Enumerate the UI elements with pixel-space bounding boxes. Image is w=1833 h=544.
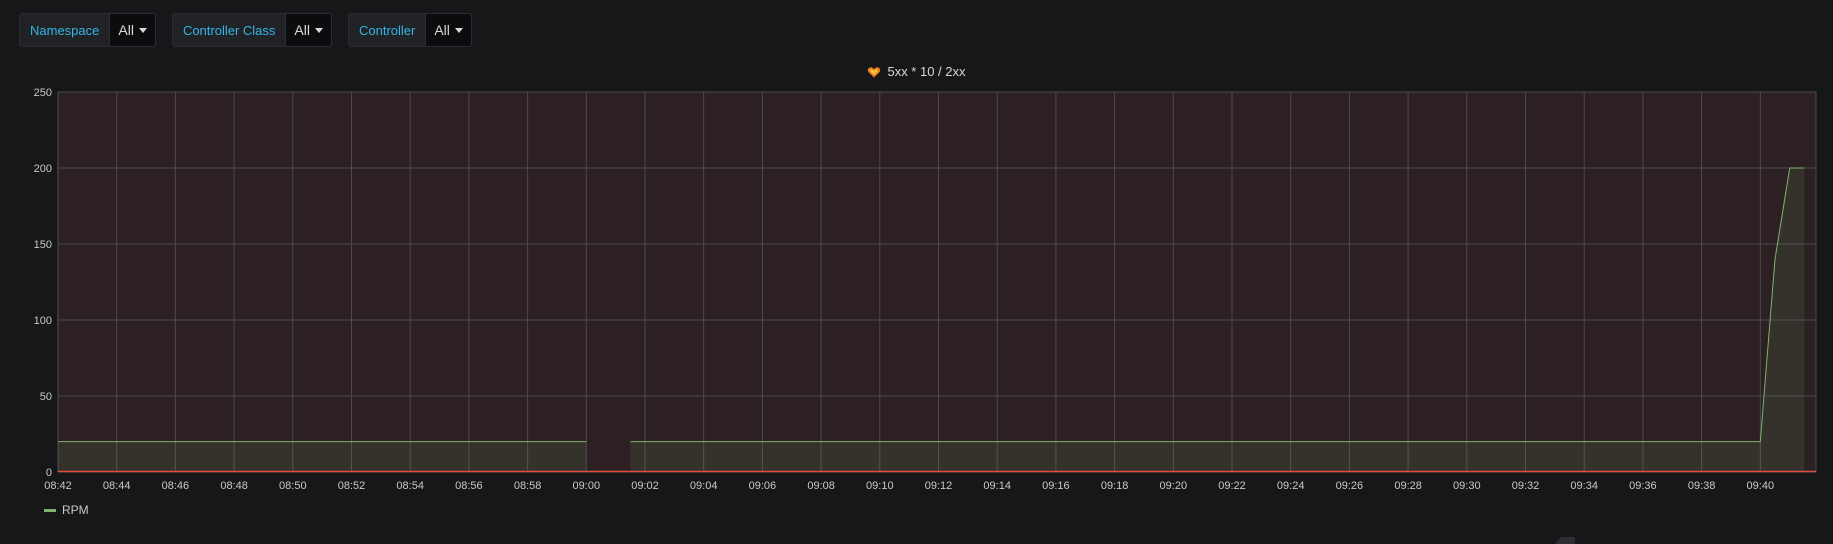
x-tick-label: 09:14 bbox=[983, 480, 1011, 492]
x-tick-label: 09:16 bbox=[1042, 480, 1070, 492]
variable-dropdown-controller[interactable]: All bbox=[425, 13, 472, 47]
x-tick-label: 08:46 bbox=[162, 480, 190, 492]
variable-label-controller: Controller bbox=[347, 13, 426, 47]
x-tick-label: 09:30 bbox=[1453, 480, 1481, 492]
x-tick-label: 09:34 bbox=[1570, 480, 1598, 492]
x-tick-label: 08:58 bbox=[514, 480, 542, 492]
legend-label-rpm[interactable]: RPM bbox=[62, 503, 89, 517]
y-tick-label: 50 bbox=[40, 391, 52, 403]
panel-title[interactable]: 5xx * 10 / 2xx bbox=[0, 64, 1833, 79]
x-tick-label: 09:26 bbox=[1336, 480, 1364, 492]
x-tick-label: 09:04 bbox=[690, 480, 718, 492]
x-tick-label: 09:36 bbox=[1629, 480, 1657, 492]
series-line-rpm bbox=[630, 167, 1805, 443]
threshold-region bbox=[58, 92, 1816, 472]
variable-label-namespace: Namespace bbox=[19, 13, 110, 47]
variable-value-controller: All bbox=[434, 22, 450, 38]
y-tick-label: 200 bbox=[34, 163, 52, 175]
x-tick-label: 09:28 bbox=[1394, 480, 1422, 492]
variable-value-controller-class: All bbox=[294, 22, 310, 38]
x-tick-label: 09:20 bbox=[1160, 480, 1188, 492]
caret-down-icon bbox=[138, 27, 147, 33]
x-tick-label: 08:48 bbox=[220, 480, 248, 492]
x-tick-label: 08:50 bbox=[279, 480, 307, 492]
variable-dropdown-namespace[interactable]: All bbox=[109, 13, 156, 47]
resize-handle-icon[interactable] bbox=[1553, 536, 1575, 544]
variable-label-controller-class: Controller Class bbox=[171, 13, 286, 47]
x-tick-label: 09:02 bbox=[631, 480, 659, 492]
panel-title-text: 5xx * 10 / 2xx bbox=[887, 64, 966, 79]
x-tick-label: 09:06 bbox=[749, 480, 777, 492]
x-tick-label: 09:32 bbox=[1512, 480, 1540, 492]
x-tick-label: 09:24 bbox=[1277, 480, 1305, 492]
caret-down-icon bbox=[454, 27, 463, 33]
x-tick-label: 08:56 bbox=[455, 480, 483, 492]
y-tick-label: 100 bbox=[34, 315, 52, 327]
heart-icon bbox=[868, 66, 881, 77]
series-area-rpm bbox=[58, 441, 587, 472]
x-tick-label: 08:42 bbox=[44, 480, 72, 492]
y-tick-label: 0 bbox=[46, 467, 52, 479]
variable-bar: Namespace All Controller Class All Contr… bbox=[19, 13, 472, 47]
x-tick-label: 09:08 bbox=[807, 480, 835, 492]
y-tick-label: 250 bbox=[34, 87, 52, 99]
legend-swatch-rpm bbox=[44, 508, 56, 512]
x-tick-label: 09:22 bbox=[1218, 480, 1246, 492]
x-tick-label: 09:12 bbox=[925, 480, 953, 492]
x-tick-label: 08:52 bbox=[338, 480, 366, 492]
variable-value-namespace: All bbox=[118, 22, 134, 38]
variable-dropdown-controller-class[interactable]: All bbox=[285, 13, 332, 47]
y-tick-label: 150 bbox=[34, 239, 52, 251]
legend: RPM bbox=[44, 503, 89, 517]
variable-controller-class: Controller Class All bbox=[171, 13, 332, 47]
x-tick-label: 09:10 bbox=[866, 480, 894, 492]
x-tick-label: 09:38 bbox=[1688, 480, 1716, 492]
x-tick-label: 08:54 bbox=[396, 480, 424, 492]
variable-controller: Controller All bbox=[347, 13, 472, 47]
variable-namespace: Namespace All bbox=[19, 13, 156, 47]
x-tick-label: 09:40 bbox=[1747, 480, 1775, 492]
caret-down-icon bbox=[314, 27, 323, 33]
x-tick-label: 09:00 bbox=[573, 480, 601, 492]
x-tick-label: 08:44 bbox=[103, 480, 131, 492]
x-tick-label: 09:18 bbox=[1101, 480, 1129, 492]
